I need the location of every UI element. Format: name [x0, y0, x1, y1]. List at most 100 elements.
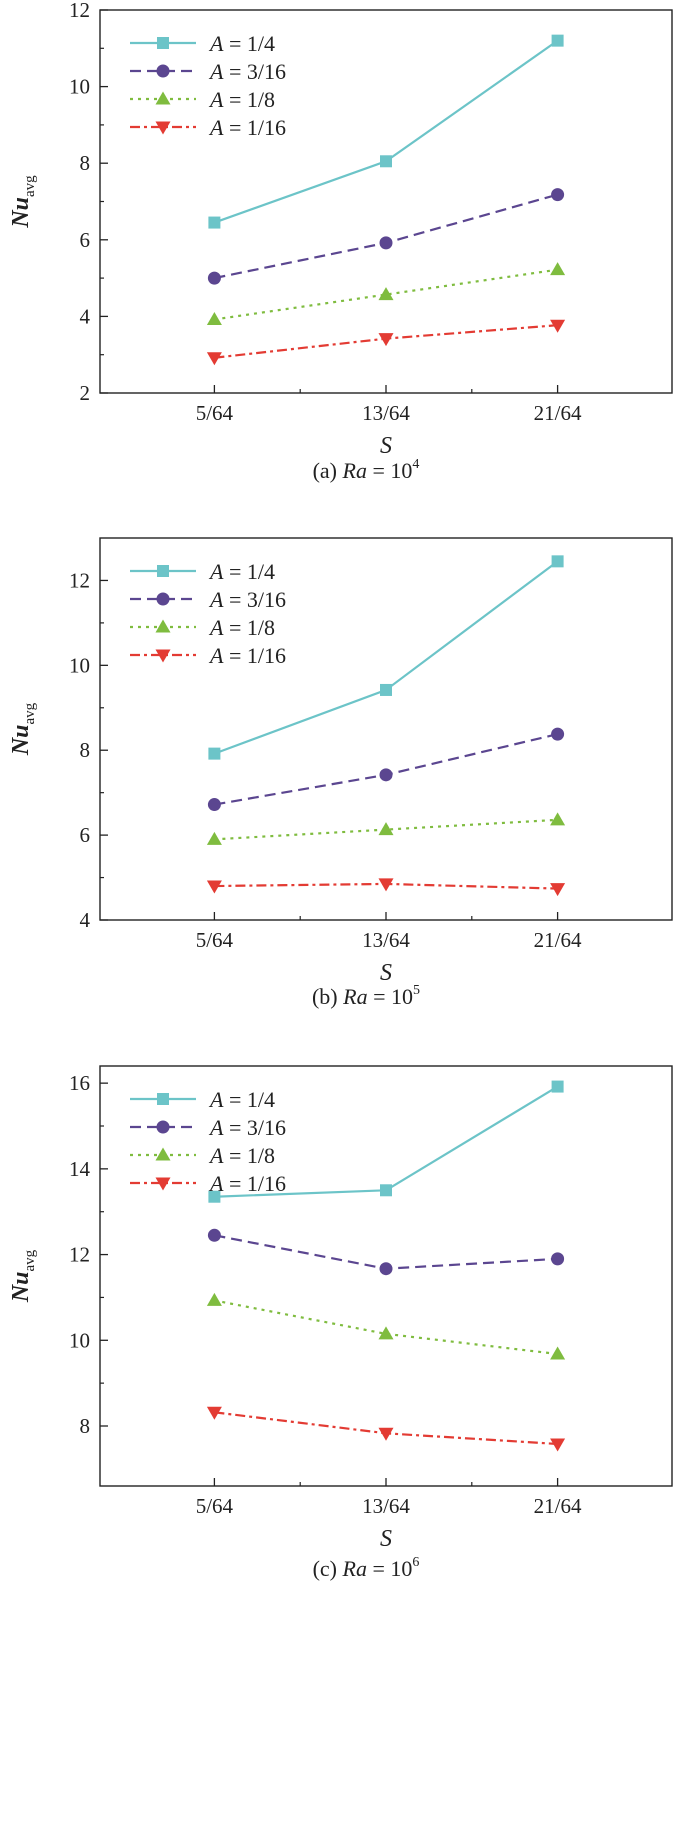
y-tick-label: 8 [80, 151, 91, 175]
y-axis-title: Nuavg [8, 702, 38, 756]
legend-value: 3/16 [247, 587, 286, 612]
legend-symbol: A [208, 1087, 224, 1112]
legend-marker [157, 1093, 169, 1105]
data-point [208, 1190, 221, 1203]
data-point [379, 1262, 393, 1276]
legend-value: 1/4 [247, 31, 275, 56]
series-line-3 [214, 268, 558, 321]
x-tick-label: 21/64 [534, 928, 582, 952]
y-tick-label: 12 [69, 1243, 90, 1267]
legend-value: 1/16 [247, 643, 286, 668]
y-axis-title: Nuavg [8, 175, 38, 229]
caption-prefix: (c) [313, 1556, 343, 1581]
legend-entry-4: A = 1/16 [208, 643, 286, 668]
data-point [380, 155, 392, 168]
legend-eq: = [223, 31, 246, 56]
caption-variable: Ra [342, 458, 367, 483]
data-point [379, 236, 393, 250]
legend-marker [156, 64, 170, 78]
legend-eq: = [223, 1087, 246, 1112]
data-point [380, 683, 392, 696]
x-tick-label: 5/64 [196, 1494, 234, 1518]
legend-value: 3/16 [247, 59, 286, 84]
x-tick-label: 21/64 [534, 401, 582, 425]
legend-marker [155, 619, 171, 633]
data-point [208, 216, 221, 229]
legend-entry-1: A = 1/4 [208, 1087, 275, 1112]
legend-marker [156, 1120, 170, 1134]
data-point [206, 311, 222, 325]
legend-eq: = [223, 615, 246, 640]
caption-exponent: 6 [412, 1555, 419, 1570]
y-tick-label: 6 [80, 823, 91, 847]
legend-entry-2: A = 3/16 [208, 587, 286, 612]
legend-symbol: A [208, 615, 224, 640]
y-tick-label: 10 [69, 653, 90, 677]
legend-entry-4: A = 1/16 [208, 115, 286, 140]
x-tick-label: 5/64 [196, 401, 234, 425]
legend-symbol: A [208, 87, 224, 112]
data-point [551, 555, 564, 568]
legend-entry-2: A = 3/16 [208, 1115, 286, 1140]
legend-value: 1/8 [247, 615, 275, 640]
legend-marker [156, 592, 170, 606]
legend-symbol: A [208, 115, 224, 140]
legend-eq: = [223, 87, 246, 112]
data-point [378, 1427, 394, 1441]
panel-caption: (c) Ra = 106 [313, 1555, 420, 1581]
data-point [207, 798, 221, 812]
x-tick-label: 13/64 [362, 928, 410, 952]
legend-symbol: A [208, 31, 224, 56]
y-tick-label: 10 [69, 75, 90, 99]
legend-marker [157, 37, 169, 49]
x-tick-label: 5/64 [196, 928, 234, 952]
legend-eq: = [223, 59, 246, 84]
legend-entry-1: A = 1/4 [208, 31, 275, 56]
caption-exponent: 4 [412, 457, 419, 472]
y-tick-label: 4 [80, 304, 91, 328]
data-point [378, 1326, 394, 1340]
legend-value: 1/4 [247, 1087, 275, 1112]
data-point [208, 747, 221, 760]
y-tick-label: 12 [69, 568, 90, 592]
legend-eq: = [223, 587, 246, 612]
legend-marker [157, 565, 169, 577]
legend-symbol: A [208, 1115, 224, 1140]
plot-frame [99, 537, 673, 921]
y-axis-title-sub: avg [22, 702, 38, 724]
legend-entry-3: A = 1/8 [208, 87, 275, 112]
data-point [550, 1346, 566, 1360]
data-point [206, 352, 222, 366]
legend-symbol: A [208, 1171, 224, 1196]
caption-equals: = 10 [367, 458, 412, 483]
data-point [378, 878, 394, 892]
caption-variable: Ra [342, 984, 367, 1009]
legend-eq: = [223, 643, 246, 668]
y-tick-label: 4 [80, 908, 91, 932]
y-axis-title-main: Nu [8, 1271, 34, 1303]
y-tick-label: 12 [69, 0, 90, 22]
data-point [550, 883, 566, 897]
legend-eq: = [223, 1143, 246, 1168]
y-axis-title: Nuavg [8, 1249, 38, 1303]
legend-eq: = [223, 559, 246, 584]
data-point [378, 822, 394, 836]
legend-entry-3: A = 1/8 [208, 1143, 275, 1168]
y-tick-label: 8 [80, 1414, 91, 1438]
y-tick-label: 8 [80, 738, 91, 762]
legend-marker [155, 91, 171, 105]
plot-frame [99, 1065, 673, 1487]
legend-symbol: A [208, 643, 224, 668]
data-point [206, 880, 222, 894]
data-point [207, 271, 221, 285]
series-line-2 [214, 193, 558, 280]
data-point [206, 831, 222, 845]
panel-caption: (a) Ra = 104 [313, 457, 420, 483]
y-axis-title-main: Nu [8, 197, 34, 229]
legend-value: 1/16 [247, 115, 286, 140]
y-tick-label: 10 [69, 1328, 90, 1352]
y-axis-title-sub: avg [22, 175, 38, 197]
legend-marker [155, 1147, 171, 1161]
